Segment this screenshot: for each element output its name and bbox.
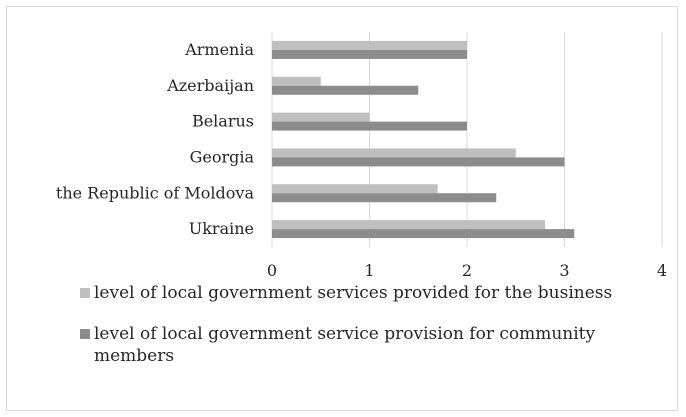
category-labels: Armenia Azerbaijan Belarus Georgia the Repub…	[56, 40, 255, 238]
category-label: Azerbaijan	[166, 76, 254, 95]
x-tick-label: 3	[559, 261, 569, 280]
bars	[272, 40, 575, 239]
x-tick-label: 4	[657, 261, 667, 280]
bar-community-2	[272, 121, 467, 131]
legend-label-community: level of local government service provis…	[94, 324, 596, 366]
bar-community-3	[272, 157, 565, 167]
bar-business-1	[272, 76, 321, 86]
bar-business-0	[272, 40, 467, 50]
chart-frame	[6, 6, 678, 411]
x-axis-tick-labels: 0 1 2 3 4	[267, 261, 667, 280]
bar-community-1	[272, 85, 419, 95]
x-tick-label: 0	[267, 261, 277, 280]
bar-community-5	[272, 229, 575, 239]
bar-business-5	[272, 220, 545, 230]
bar-business-2	[272, 112, 370, 122]
bar-chart-plot: Armenia Azerbaijan Belarus Georgia the Repub…	[56, 32, 667, 280]
legend-item-business: level of local government services provi…	[80, 282, 670, 304]
gridlines	[271, 32, 663, 247]
legend-item-community: level of local government service provis…	[80, 323, 670, 367]
bar-business-3	[272, 148, 516, 158]
x-tick-label: 1	[364, 261, 374, 280]
bar-business-4	[272, 184, 438, 194]
category-label: Armenia	[184, 40, 254, 59]
x-tick-label: 2	[462, 261, 472, 280]
bar-community-0	[272, 49, 467, 59]
legend-label-business: level of local government services provi…	[94, 283, 613, 303]
legend-swatch-business	[80, 288, 90, 298]
legend-swatch-community	[80, 329, 90, 339]
bar-community-4	[272, 193, 497, 203]
category-label: Georgia	[190, 147, 255, 166]
legend: level of local government services provi…	[80, 282, 670, 386]
category-label: Belarus	[192, 112, 254, 131]
category-label: Ukraine	[189, 219, 254, 238]
category-label: the Republic of Moldova	[56, 183, 255, 202]
